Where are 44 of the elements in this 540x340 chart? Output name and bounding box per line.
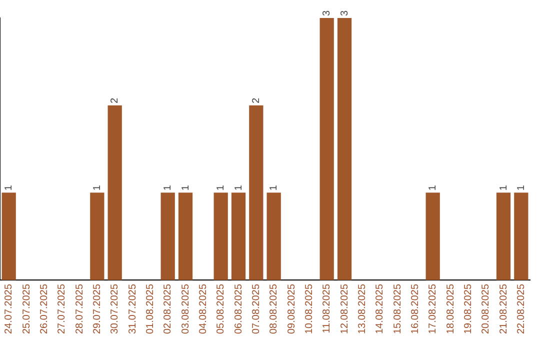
x-tick-label: 27.07.2025 [56, 284, 68, 334]
x-tick-label: 20.08.2025 [480, 284, 492, 334]
data-label: 1 [4, 184, 15, 191]
x-tick-label: 26.07.2025 [38, 284, 50, 334]
data-label: 1 [268, 184, 280, 191]
data-label: 1 [428, 184, 439, 191]
x-tick-label: 06.08.2025 [233, 284, 244, 334]
data-label: 1 [233, 184, 244, 191]
x-tick-label: 08.08.2025 [268, 284, 280, 334]
x-tick-label: 17.08.2025 [428, 284, 439, 334]
x-tick-label: 22.08.2025 [516, 284, 527, 334]
x-tick-label: 01.08.2025 [144, 284, 156, 334]
x-tick-label: 21.08.2025 [498, 284, 510, 334]
x-tick-label: 15.08.2025 [392, 284, 404, 334]
x-tick-label: 25.07.2025 [21, 284, 32, 334]
x-tick-label: 11.08.2025 [322, 284, 333, 334]
data-label: 3 [322, 10, 333, 16]
data-label: 1 [92, 184, 103, 191]
x-tick-label: 02.08.2025 [162, 284, 174, 334]
x-tick-label: 19.08.2025 [462, 284, 474, 334]
x-tick-label: 28.07.2025 [74, 284, 86, 334]
x-tick-label: 07.08.2025 [250, 284, 262, 334]
x-tick-label: 16.08.2025 [410, 284, 421, 334]
data-label: 3 [339, 10, 350, 16]
x-tick-label: 04.08.2025 [198, 284, 209, 334]
x-tick-label: 05.08.2025 [216, 284, 227, 334]
x-tick-label: 14.08.2025 [374, 284, 386, 334]
data-label: 1 [516, 184, 527, 191]
x-tick-label: 24.07.2025 [4, 284, 15, 334]
data-label: 2 [110, 97, 121, 104]
x-tick-label: 31.07.2025 [127, 284, 138, 334]
data-label: 1 [498, 184, 510, 191]
x-tick-label: 18.08.2025 [445, 284, 456, 334]
x-tick-label: 12.08.2025 [339, 284, 350, 334]
x-tick-label: 29.07.2025 [92, 284, 103, 334]
x-tick-label: 30.07.2025 [110, 284, 121, 334]
x-tick-label: 03.08.2025 [180, 284, 192, 334]
data-label: 2 [250, 97, 262, 104]
x-tick-label: 10.08.2025 [304, 284, 315, 334]
data-label: 1 [180, 184, 192, 191]
data-label: 1 [162, 184, 174, 191]
x-tick-label: 09.08.2025 [286, 284, 298, 334]
data-label: 1 [216, 184, 227, 191]
x-tick-label: 13.08.2025 [356, 284, 368, 334]
